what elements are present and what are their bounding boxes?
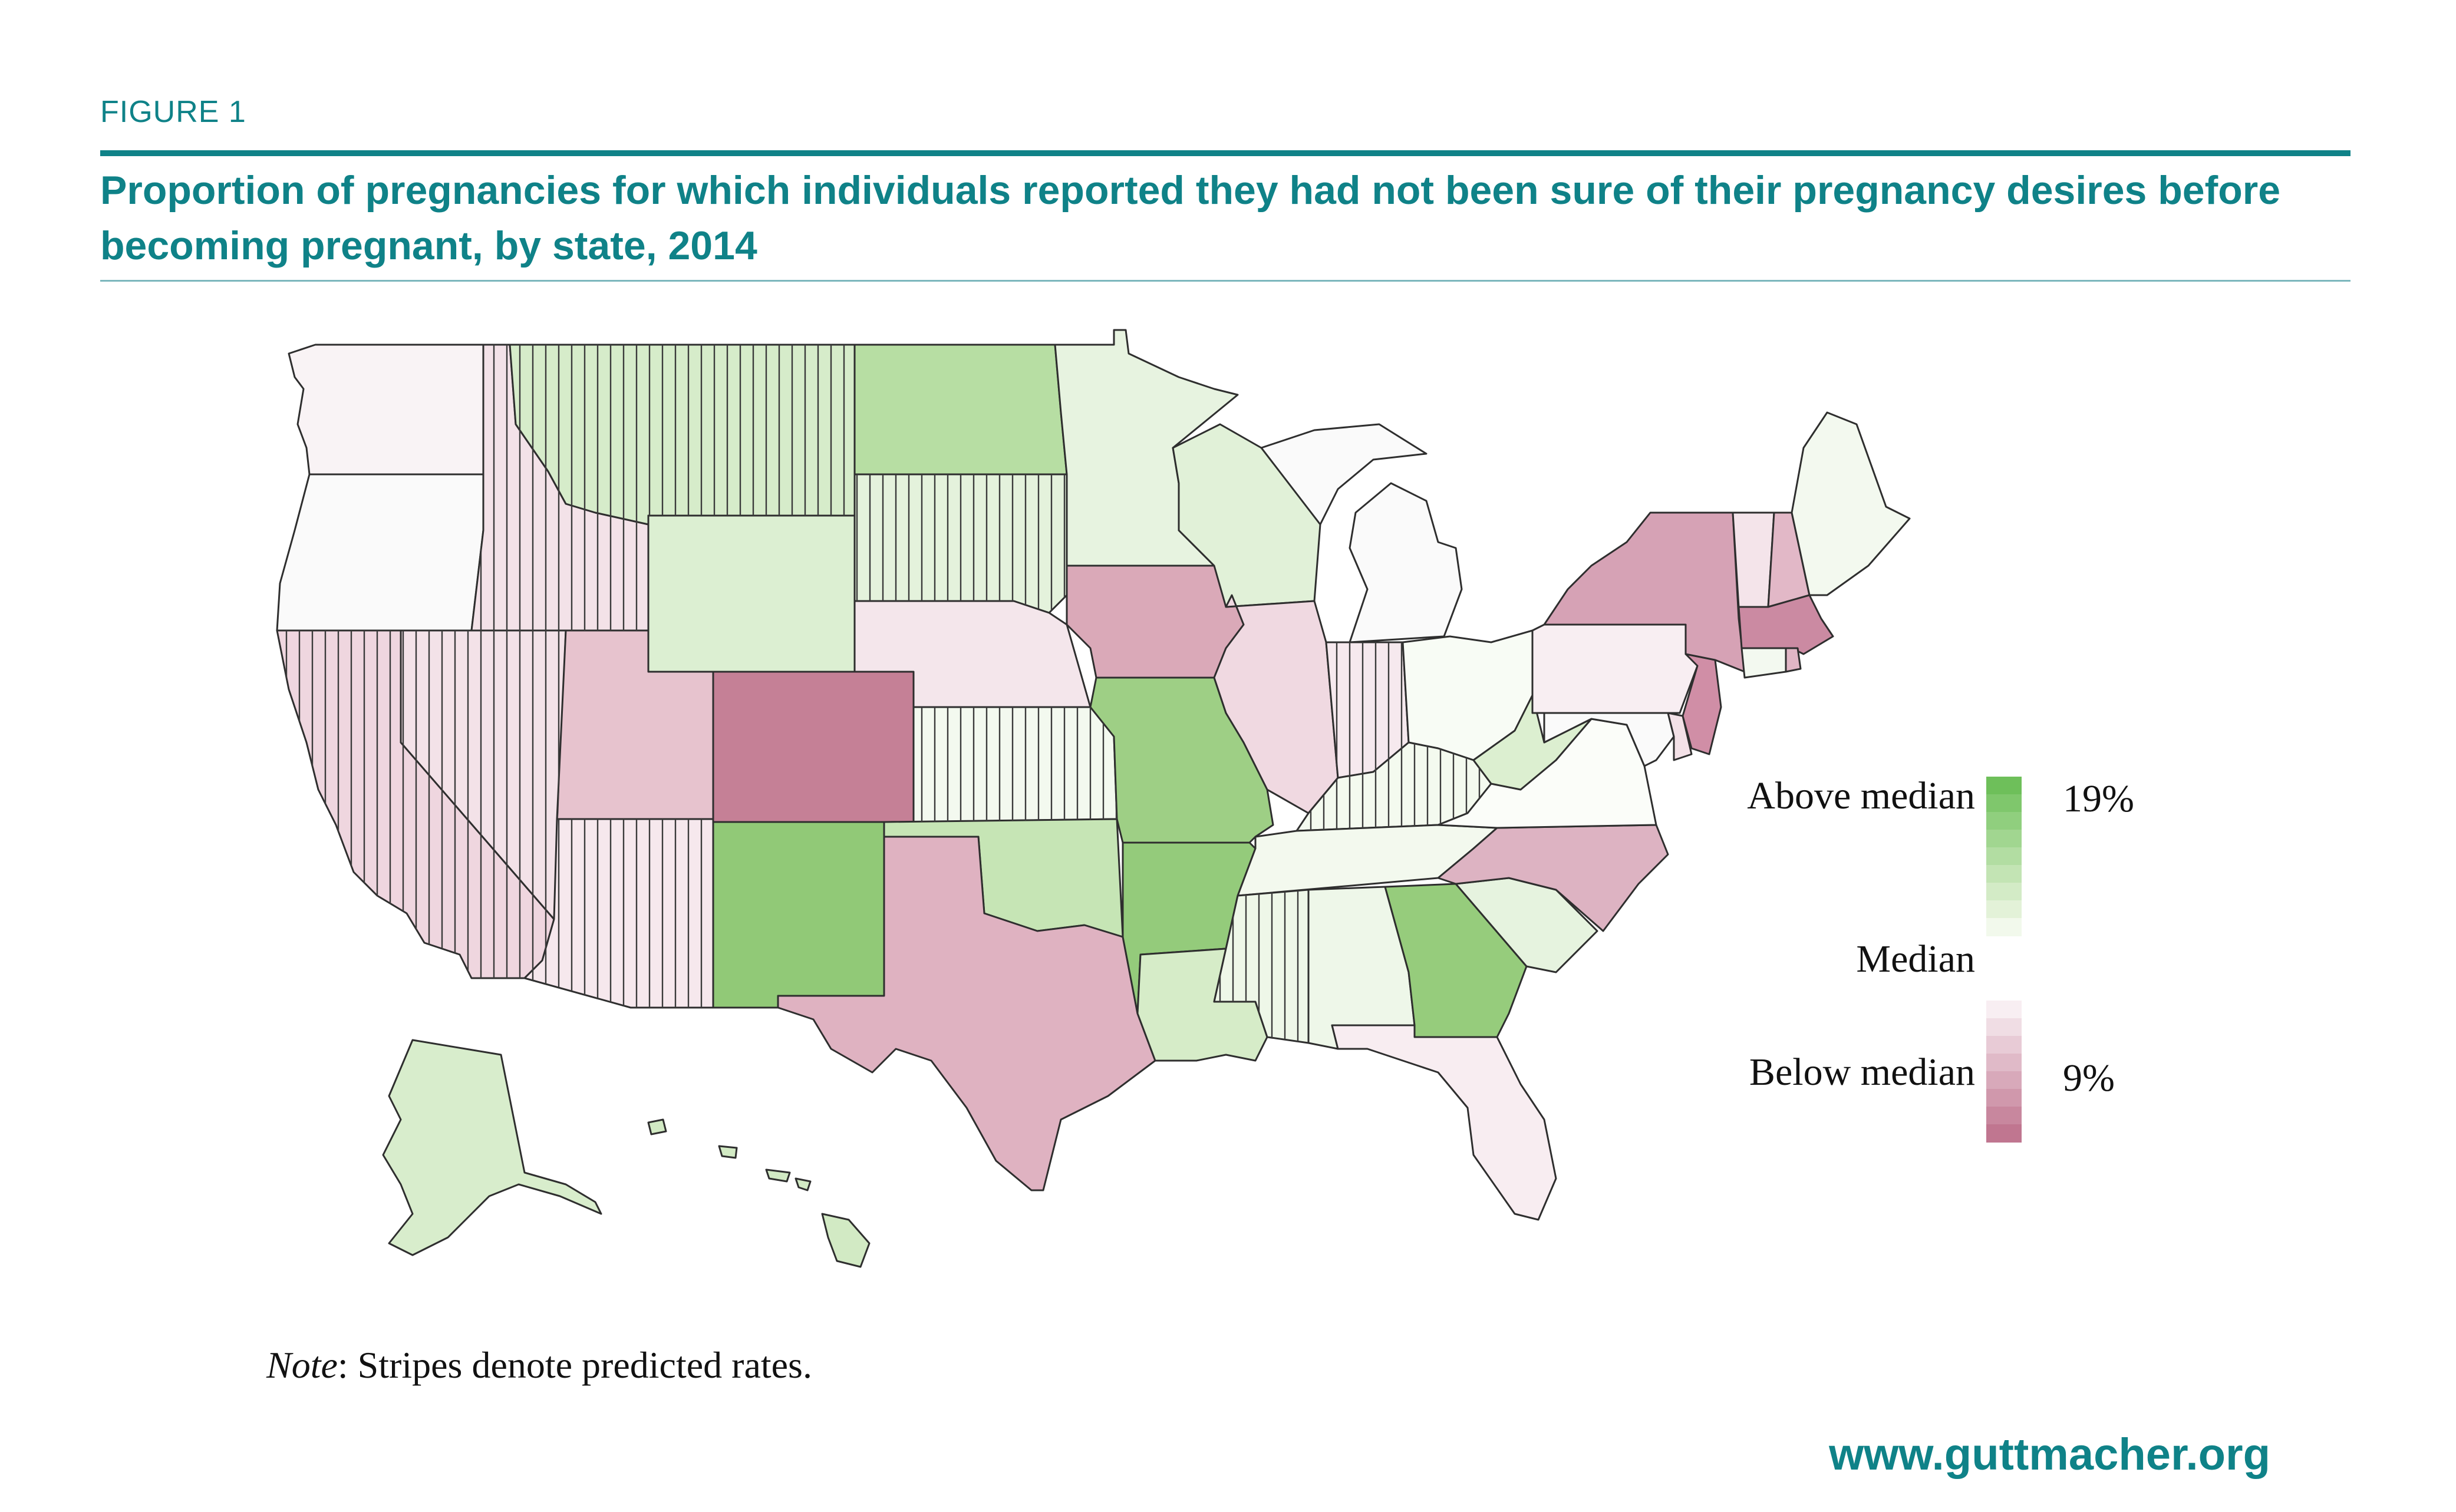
- state-FL: [1331, 1024, 1557, 1221]
- state-IA: [1066, 564, 1245, 679]
- state-TX: [777, 836, 1156, 1191]
- legend-swatch-below-1: [1986, 1018, 2022, 1036]
- legend-swatch-above-2: [1986, 812, 2022, 830]
- state-NM: [712, 821, 885, 1009]
- stripe-IN: [1326, 642, 1409, 778]
- stripe-MT: [510, 345, 855, 524]
- legend-swatch-above-8: [1986, 918, 2022, 936]
- state-OR: [276, 473, 484, 632]
- state-WY: [647, 514, 856, 673]
- source-url: www.guttmacher.org: [1829, 1430, 2270, 1480]
- legend-swatch-below-7: [1986, 1124, 2022, 1143]
- legend-swatch-below-5: [1986, 1089, 2022, 1107]
- legend-color-scale: [1986, 777, 2022, 1143]
- state-CO: [712, 671, 915, 823]
- legend-swatch-below-4: [1986, 1071, 2022, 1090]
- state-MI: [1260, 423, 1463, 643]
- state-DE: [1667, 712, 1693, 761]
- state-NC: [1437, 824, 1669, 932]
- state-CT: [1740, 647, 1787, 679]
- state-AK: [382, 1039, 602, 1256]
- legend-above-median-label: Above median: [1747, 774, 1975, 817]
- stripe-SD: [855, 474, 1067, 613]
- map-note: Note: Stripes denote predicted rates.: [266, 1343, 812, 1387]
- figure-label: FIGURE 1: [100, 95, 246, 129]
- legend-swatch-above-6: [1986, 883, 2022, 901]
- state-ME: [1791, 411, 1911, 596]
- legend-swatch-above-5: [1986, 865, 2022, 883]
- stripe-NV: [401, 630, 566, 919]
- legend-min-value: 9%: [2063, 1057, 2115, 1100]
- state-PA: [1531, 623, 1699, 714]
- note-prefix: Note: [266, 1344, 338, 1386]
- state-NJ: [1682, 653, 1722, 755]
- legend-median-label: Median: [1856, 937, 1975, 981]
- legend-swatch-above-7: [1986, 900, 2022, 919]
- legend-below-median-label: Below median: [1749, 1051, 1975, 1094]
- stripe-MS: [1214, 890, 1308, 1043]
- legend-swatch-below-3: [1986, 1054, 2022, 1072]
- top-rule: [100, 150, 2350, 156]
- stripe-ID: [472, 345, 648, 630]
- legend-swatch-above-0: [1986, 777, 2022, 795]
- legend-swatch-above-1: [1986, 794, 2022, 813]
- legend-swatch-below-6: [1986, 1107, 2022, 1125]
- legend-max-value: 19%: [2063, 777, 2134, 820]
- stripe-AZ: [525, 819, 713, 1008]
- state-WA: [288, 344, 484, 476]
- state-VT: [1732, 511, 1775, 608]
- title-rule: [100, 280, 2350, 282]
- state-RI: [1785, 647, 1802, 673]
- stripe-CA: [277, 630, 554, 978]
- state-ND: [853, 344, 1068, 476]
- figure-title: Proportion of pregnancies for which indi…: [100, 168, 2281, 268]
- legend-swatch-below-2: [1986, 1036, 2022, 1054]
- legend-swatch-below-0: [1986, 1001, 2022, 1019]
- state-HI: [647, 1118, 871, 1268]
- stripe-KY: [1297, 742, 1491, 831]
- stripe-KS: [914, 707, 1117, 822]
- legend-swatch-above-4: [1986, 847, 2022, 866]
- legend-swatch-above-3: [1986, 830, 2022, 848]
- note-text: : Stripes denote predicted rates.: [337, 1344, 812, 1386]
